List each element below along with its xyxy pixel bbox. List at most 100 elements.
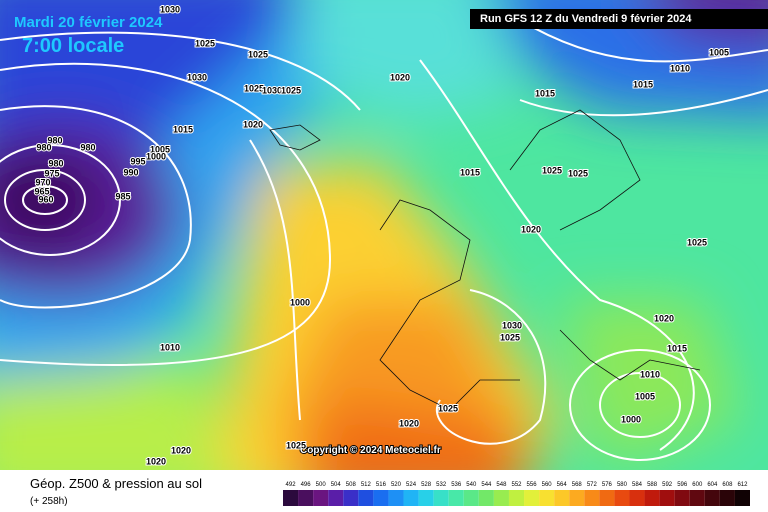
isobar-label: 990 <box>123 167 138 177</box>
isobar-label: 980 <box>36 142 51 152</box>
colorbar-swatch <box>629 490 645 506</box>
forecast-time: 7:00 locale <box>22 35 124 57</box>
colorbar-swatch <box>388 490 404 506</box>
colorbar-swatch <box>674 490 690 506</box>
colorbar-swatch <box>599 490 615 506</box>
isobar-label: 1025 <box>687 237 707 247</box>
colorbar-tick-label: 532 <box>436 482 447 488</box>
isobar-label: 985 <box>115 191 130 201</box>
isobar-label: 1020 <box>654 313 674 323</box>
colorbar-swatch <box>463 490 479 506</box>
colorbar-swatch <box>554 490 570 506</box>
isobar-label: 1015 <box>173 124 193 134</box>
isobar-label: 1030 <box>160 4 180 14</box>
colorbar-tick-label: 512 <box>361 482 372 488</box>
colorbar-swatch <box>508 490 525 506</box>
isobar-label: 1025 <box>500 332 520 342</box>
isobar-label: 1010 <box>640 369 660 379</box>
colorbar-swatch <box>418 490 434 506</box>
isobar-label: 1025 <box>568 168 588 178</box>
colorbar-swatch <box>689 490 705 506</box>
colorbar-swatch <box>614 490 630 506</box>
isobar-label: 1025 <box>244 83 264 93</box>
isobar-label: 1010 <box>160 342 180 352</box>
coastlines <box>269 109 701 411</box>
colorbar-swatch <box>283 490 299 506</box>
isobar-label: 1000 <box>290 297 310 307</box>
footer-title: Géop. Z500 & pression au sol <box>30 476 202 491</box>
colorbar-tick-label: 516 <box>376 482 387 488</box>
isobar-label: 975 <box>44 168 59 178</box>
isobar-label: 1020 <box>521 224 541 234</box>
colorbar-swatch <box>704 490 720 506</box>
colorbar-tick-label: 608 <box>722 482 733 488</box>
colorbar-tick-label: 588 <box>647 482 658 488</box>
colorbar-swatch <box>328 490 344 506</box>
isobar-label: 980 <box>80 142 95 152</box>
isobar-label: 1025 <box>286 440 306 450</box>
colorbar-tick-label: 500 <box>316 482 327 488</box>
colorbar-swatch <box>433 490 449 506</box>
colorbar-tick-label: 508 <box>346 482 357 488</box>
isobar-label: 1020 <box>243 119 263 129</box>
colorbar-swatch <box>584 490 600 506</box>
colorbar-swatch <box>734 490 750 506</box>
colorbar-swatch <box>524 490 540 506</box>
colorbar-swatch <box>478 490 494 506</box>
colorbar-tick-label: 600 <box>692 482 703 488</box>
colorbar-tick-label: 528 <box>421 482 432 488</box>
colorbar-swatch <box>448 490 464 506</box>
colorbar-tick-label: 564 <box>557 482 568 488</box>
colorbar-tick-label: 556 <box>527 482 538 488</box>
isobar-label: 1015 <box>535 88 555 98</box>
isobar-label: 980 <box>48 158 63 168</box>
colorbar-tick-label: 496 <box>301 482 312 488</box>
colorbar-swatch <box>403 490 419 506</box>
isobar-label: 1010 <box>670 63 690 73</box>
colorbar: 492 496 500 504 508 512 516 520 524 528 532 536 540 5… <box>283 482 750 506</box>
run-info: Run GFS 12 Z du Vendredi 9 février 2024 <box>480 13 692 25</box>
isobar-label: 1000 <box>621 414 641 424</box>
colorbar-tick-label: 596 <box>677 482 688 488</box>
isobar-label: 1025 <box>281 85 301 95</box>
isobar-label: 1020 <box>171 445 191 455</box>
colorbar-tick-label: 560 <box>542 482 553 488</box>
isobar-label: 995 <box>130 156 145 166</box>
isobar-label: 1025 <box>248 49 268 59</box>
lead-time: (+ 258h) <box>30 496 68 507</box>
colorbar-tick-label: 548 <box>496 482 507 488</box>
colorbar-tick-label: 492 <box>286 482 297 488</box>
isobar-label: 980 <box>47 135 62 145</box>
colorbar-tick-label: 540 <box>466 482 477 488</box>
isobar-label: 970 <box>35 177 50 187</box>
colorbar-swatch <box>644 490 660 506</box>
colorbar-swatch <box>298 490 314 506</box>
forecast-date: Mardi 20 février 2024 <box>14 14 163 31</box>
isobar-label: 1005 <box>709 47 729 57</box>
isobar-label: 1000 <box>146 151 166 161</box>
isobars <box>0 19 768 461</box>
colorbar-tick-label: 536 <box>451 482 462 488</box>
isobar-label: 1005 <box>150 144 170 154</box>
colorbar-swatch <box>343 490 359 506</box>
colorbar-tick-label: 580 <box>617 482 628 488</box>
colorbar-swatch <box>719 490 735 506</box>
isobar-label: 1020 <box>399 418 419 428</box>
isobar-label: 1025 <box>438 403 458 413</box>
colorbar-swatch <box>358 490 374 506</box>
isobar-label: 1015 <box>667 343 687 353</box>
colorbar-tick-label: 604 <box>707 482 718 488</box>
colorbar-swatch <box>539 490 555 506</box>
run-banner <box>470 9 768 29</box>
isobar-label: 1030 <box>262 85 282 95</box>
colorbar-tick-label: 524 <box>406 482 417 488</box>
colorbar-tick-label: 584 <box>632 482 643 488</box>
isobar-label: 960 <box>38 194 53 204</box>
isobar-label: 1020 <box>390 72 410 82</box>
isobar-label: 1015 <box>460 167 480 177</box>
colorbar-tick-label: 520 <box>391 482 402 488</box>
colorbar-tick-label: 552 <box>511 482 522 488</box>
